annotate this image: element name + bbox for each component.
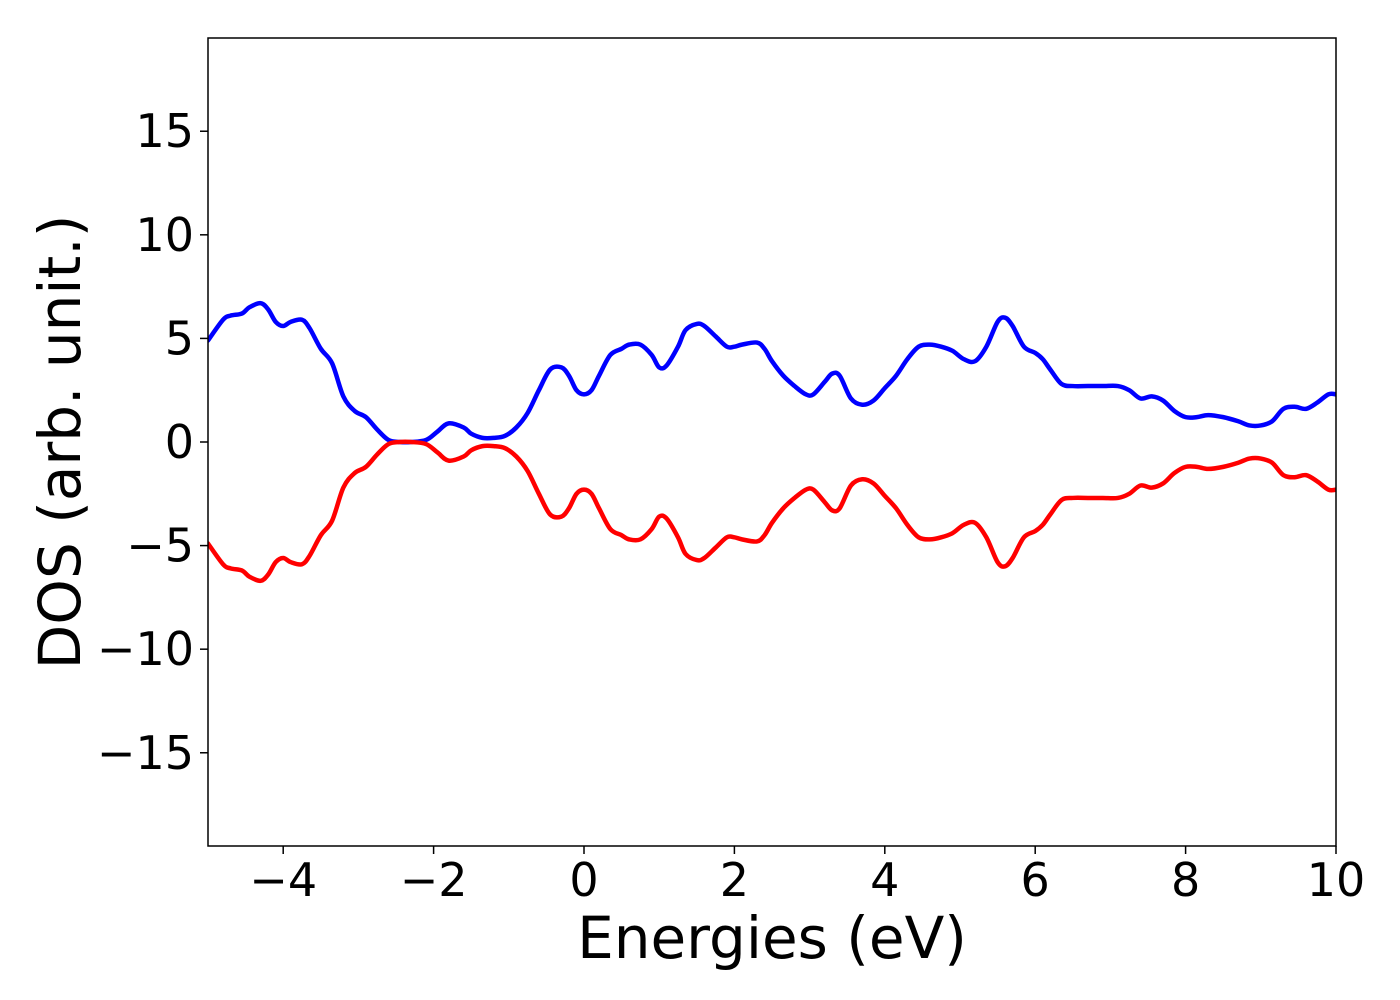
y-axis-label: DOS (arb. unit.) xyxy=(26,215,94,670)
y-axis: 15 10 5 0 −5 −10 −15 xyxy=(97,104,208,780)
y-tick-label: 0 xyxy=(165,415,194,469)
series-line-positive xyxy=(208,300,1336,445)
x-tick-label: −4 xyxy=(249,853,317,907)
x-tick-label: 10 xyxy=(1307,853,1366,907)
x-tick-label: 4 xyxy=(870,853,899,907)
y-tick-label: −15 xyxy=(97,726,194,780)
y-tick-label: 15 xyxy=(135,104,194,158)
x-tick-label: 0 xyxy=(569,853,598,907)
x-tick-label: −2 xyxy=(400,853,468,907)
series-layer xyxy=(208,300,1336,584)
x-tick-label: 8 xyxy=(1171,853,1200,907)
x-tick-label: 2 xyxy=(720,853,749,907)
plot-frame xyxy=(207,37,1337,847)
x-tick-label: 6 xyxy=(1021,853,1050,907)
x-axis: −4 −2 0 2 4 6 8 10 xyxy=(249,846,1365,907)
y-tick-label: 10 xyxy=(135,208,194,262)
x-axis-label: Energies (eV) xyxy=(577,904,967,972)
y-tick-label: −10 xyxy=(97,622,194,676)
series-line-negative xyxy=(208,439,1336,584)
y-tick-label: 5 xyxy=(165,311,194,365)
y-tick-label: −5 xyxy=(126,519,194,573)
